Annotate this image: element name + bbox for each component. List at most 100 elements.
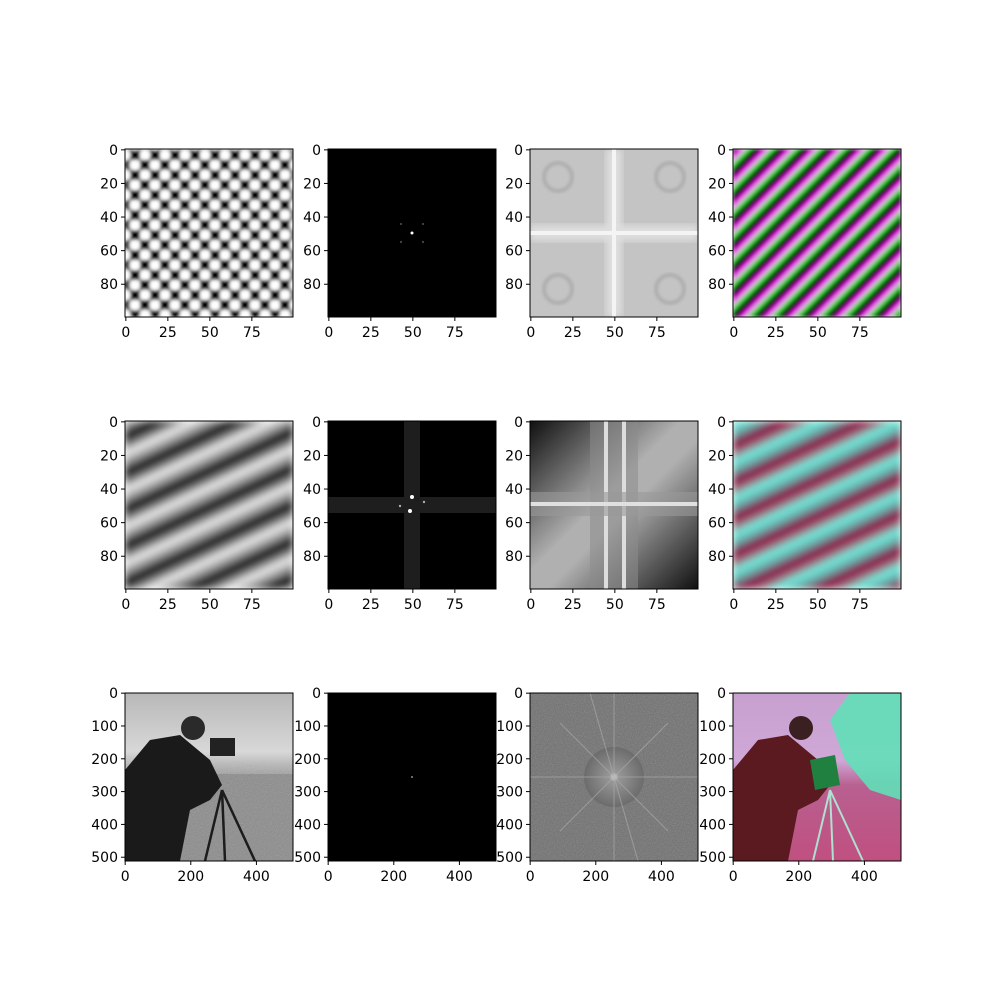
axes-frame xyxy=(327,692,497,862)
x-tick-label: 0 xyxy=(729,597,738,613)
x-tick-label: 25 xyxy=(159,597,177,613)
y-tick-label: 40 xyxy=(505,482,523,498)
x-tick-label: 75 xyxy=(851,325,869,341)
axes-frame xyxy=(529,420,699,590)
y-tick-label: 80 xyxy=(303,549,321,565)
y-tick-label: 20 xyxy=(303,448,321,464)
y-tick-label: 300 xyxy=(294,785,321,801)
y-tick-label: 80 xyxy=(708,277,726,293)
panel-axes: 0 25 50 75 0 20 40 60 80 xyxy=(303,143,497,341)
y-tick-label: 80 xyxy=(100,277,118,293)
x-tick-label: 25 xyxy=(362,597,380,613)
x-tick-label: 0 xyxy=(324,597,333,613)
x-tick-label: 75 xyxy=(446,597,464,613)
axes-frame xyxy=(327,148,497,318)
x-tick-label: 75 xyxy=(243,325,261,341)
x-tick-label: 75 xyxy=(243,597,261,613)
image-phase xyxy=(733,421,901,589)
image-fft-linear xyxy=(328,421,496,589)
y-tick-label: 20 xyxy=(100,448,118,464)
panel-axes: 0 25 50 75 0 20 40 60 80 xyxy=(100,143,294,341)
panel-axes: 0 25 50 75 0 20 40 60 80 xyxy=(708,143,902,341)
y-tick-label: 400 xyxy=(91,817,118,833)
image-checkerboard xyxy=(125,149,293,317)
x-tick-label: 400 xyxy=(648,869,675,885)
x-tick-label: 50 xyxy=(606,325,624,341)
axes-frame xyxy=(327,420,497,590)
y-tick-label: 60 xyxy=(505,516,523,532)
y-tick-label: 40 xyxy=(708,482,726,498)
axes-layer: 0 25 50 75 0 20 40 60 80 0 25 50 75 0 20 40 60 80 0 25 50 75 0… xyxy=(91,143,902,885)
panel-axes: 0 25 50 75 0 20 40 60 80 xyxy=(505,415,699,613)
y-tick-label: 0 xyxy=(514,143,523,159)
axes-frame xyxy=(529,692,699,862)
x-tick-label: 0 xyxy=(526,597,535,613)
x-tick-label: 75 xyxy=(648,597,666,613)
y-tick-label: 20 xyxy=(708,448,726,464)
y-tick-label: 60 xyxy=(100,516,118,532)
x-tick-label: 75 xyxy=(851,597,869,613)
panel-axes: 0 25 50 75 0 20 40 60 80 xyxy=(100,415,294,613)
y-tick-label: 200 xyxy=(496,752,523,768)
x-tick-label: 50 xyxy=(809,325,827,341)
y-tick-label: 400 xyxy=(699,817,726,833)
y-tick-label: 0 xyxy=(312,415,321,431)
y-tick-label: 200 xyxy=(91,752,118,768)
panel-axes: 0 200 400 0 100 200 300 400 500 xyxy=(496,686,699,885)
x-tick-label: 50 xyxy=(606,597,624,613)
y-tick-label: 40 xyxy=(505,210,523,226)
y-tick-label: 300 xyxy=(699,785,726,801)
y-tick-label: 80 xyxy=(708,549,726,565)
y-tick-label: 0 xyxy=(109,143,118,159)
y-tick-label: 0 xyxy=(717,415,726,431)
x-tick-label: 50 xyxy=(201,325,219,341)
y-tick-label: 20 xyxy=(505,176,523,192)
image-fft-linear xyxy=(328,693,496,861)
y-tick-label: 40 xyxy=(708,210,726,226)
y-tick-label: 20 xyxy=(100,176,118,192)
image-fft-log xyxy=(530,693,698,861)
x-tick-label: 50 xyxy=(201,597,219,613)
x-tick-label: 400 xyxy=(851,869,878,885)
y-tick-label: 40 xyxy=(100,482,118,498)
y-tick-label: 100 xyxy=(91,719,118,735)
axes-frame xyxy=(124,692,294,862)
image-skewed-wave xyxy=(125,421,293,589)
axes-frame xyxy=(732,420,902,590)
x-tick-label: 200 xyxy=(785,869,812,885)
y-tick-label: 100 xyxy=(699,719,726,735)
y-tick-label: 60 xyxy=(505,244,523,260)
y-tick-label: 100 xyxy=(294,719,321,735)
y-tick-label: 400 xyxy=(496,817,523,833)
y-tick-label: 300 xyxy=(91,785,118,801)
x-tick-label: 0 xyxy=(729,325,738,341)
y-tick-label: 200 xyxy=(699,752,726,768)
y-tick-label: 300 xyxy=(496,785,523,801)
axes-frame xyxy=(732,148,902,318)
y-tick-label: 400 xyxy=(294,817,321,833)
x-tick-label: 0 xyxy=(324,325,333,341)
x-tick-label: 0 xyxy=(526,325,535,341)
x-tick-label: 200 xyxy=(582,869,609,885)
y-tick-label: 500 xyxy=(91,850,118,866)
x-tick-label: 0 xyxy=(121,325,130,341)
axes-frame xyxy=(124,148,294,318)
x-tick-label: 25 xyxy=(767,597,785,613)
y-tick-label: 80 xyxy=(303,277,321,293)
y-tick-label: 0 xyxy=(109,415,118,431)
x-tick-label: 75 xyxy=(648,325,666,341)
panel-axes: 0 200 400 0 100 200 300 400 500 xyxy=(91,686,294,885)
x-tick-label: 25 xyxy=(564,597,582,613)
image-cameraman-phase xyxy=(733,693,901,861)
y-tick-label: 200 xyxy=(294,752,321,768)
y-tick-label: 500 xyxy=(496,850,523,866)
y-tick-label: 60 xyxy=(708,244,726,260)
x-tick-label: 25 xyxy=(362,325,380,341)
x-tick-label: 200 xyxy=(380,869,407,885)
y-tick-label: 20 xyxy=(708,176,726,192)
y-tick-label: 0 xyxy=(514,686,523,702)
y-tick-label: 0 xyxy=(109,686,118,702)
y-tick-label: 60 xyxy=(303,516,321,532)
y-tick-label: 60 xyxy=(708,516,726,532)
y-tick-label: 40 xyxy=(100,210,118,226)
